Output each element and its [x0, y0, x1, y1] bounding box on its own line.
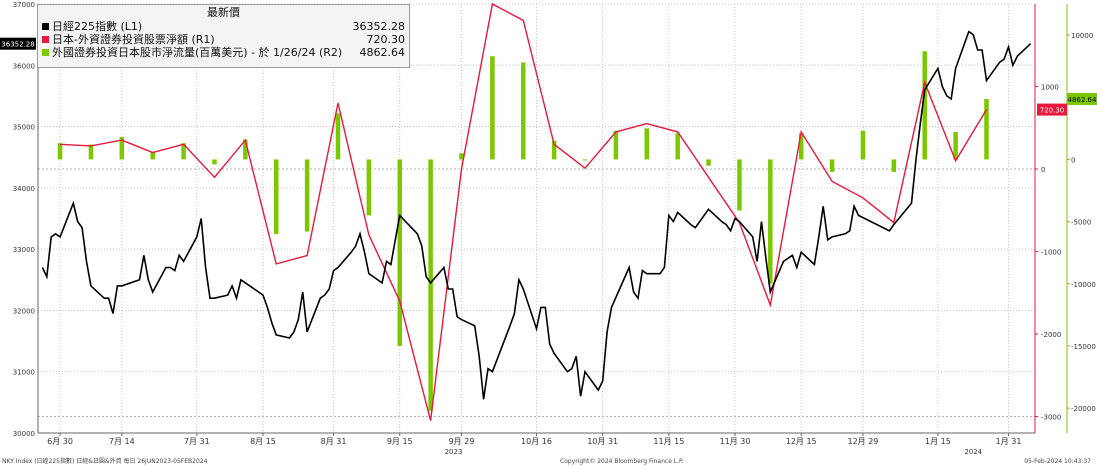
series-lines: [41, 2, 1032, 421]
net-flow-bar-21: [706, 159, 711, 166]
legend-label-net-flow: 外國證券投資日本股市淨流量(百萬美元) - 於 1/26/24 (R2): [52, 46, 343, 59]
legend-swatch-net-buy: [42, 36, 49, 43]
legend-item-nikkei: 日經225指數 (L1) 36352.28: [38, 20, 409, 33]
net-flow-bar-29: [953, 132, 958, 160]
x-tick-label-10: 11月 30: [720, 437, 751, 446]
legend-item-net-buy: 日本-外資證券投資股票淨額 (R1) 720.30: [38, 33, 409, 46]
x-tick-label-0: 6月 30: [47, 437, 73, 446]
net-flow-bar-9: [335, 113, 341, 160]
net-flow-bar-14: [490, 56, 495, 160]
x-tick-label-7: 10月 16: [521, 437, 552, 446]
x-tick-label-5: 9月 15: [387, 437, 413, 446]
net-flow-bar-0: [57, 143, 63, 160]
net-flow-bar-2: [119, 137, 125, 160]
grid-lines: [38, 3, 1035, 434]
legend: 最新價 日經225指數 (L1) 36352.28 日本-外資證券投資股票淨額 …: [37, 4, 410, 68]
net-flow-bar-5: [212, 159, 217, 165]
footer-timestamp: 05-Feb-2024 10:43:37: [1024, 458, 1091, 465]
net-flow-bar-12: [428, 159, 433, 411]
net-flow-bar-6: [243, 139, 248, 160]
r2-tick-label-0: 10000: [1071, 32, 1093, 40]
year-label-2023: 2023: [445, 448, 463, 456]
x-tick-label-4: 8月 31: [321, 437, 347, 446]
left-tick-label-7: 37000: [13, 1, 35, 9]
net-flow-bar-15: [521, 62, 526, 160]
net-flow-bar-30: [984, 98, 989, 160]
net-flow-bar-11: [397, 159, 402, 346]
last-tag-net-flow-bg: [1067, 92, 1097, 105]
r2-tick-label-2: 0: [1071, 156, 1075, 164]
legend-swatch-net-flow: [42, 49, 49, 56]
x-tick-label-12: 12月 29: [847, 437, 878, 446]
x-tick-label-11: 12月 15: [786, 437, 817, 446]
year-label-2024: 2024: [964, 448, 982, 456]
net-flow-bar-25: [829, 159, 835, 172]
net-flow-bars: [57, 51, 989, 411]
net-flow-bar-28: [922, 51, 927, 160]
net-flow-bar-7: [273, 159, 279, 235]
x-tick-label-3: 8月 15: [250, 437, 276, 446]
last-tag-nikkei-bg: [0, 37, 36, 50]
x-tick-label-6: 9月 29: [449, 437, 475, 446]
legend-value-nikkei: 36352.28: [352, 20, 406, 33]
left-tick-label-4: 34000: [13, 185, 35, 193]
last-tag-nikkei: 36352.28: [1, 41, 34, 49]
left-tick-label-6: 36000: [13, 62, 35, 70]
net-flow-bar-20: [675, 133, 680, 160]
net-flow-bar-22: [737, 159, 742, 211]
r2-tick-label-4: -10000: [1071, 281, 1096, 289]
last-tag-net-buy-bg: [1037, 103, 1067, 116]
net-buy-line: [60, 2, 988, 421]
net-flow-bar-4: [181, 143, 186, 160]
last-tag-net-flow: 4862.64: [1068, 96, 1097, 104]
x-tick-label-8: 10月 31: [587, 437, 618, 446]
left-tick-label-5: 35000: [13, 124, 35, 132]
left-tick-label-0: 30000: [13, 430, 35, 438]
legend-swatch-nikkei: [42, 23, 49, 30]
net-flow-bar-17: [582, 159, 588, 161]
footer-source: NKY Index (日經225指數) 日經&日圓&外資 每日 26JUN202…: [2, 458, 208, 465]
footer-copyright: Copyright© 2024 Bloomberg Finance L.P.: [560, 458, 684, 465]
left-tick-label-3: 33000: [13, 246, 35, 254]
legend-item-net-flow: 外國證券投資日本股市淨流量(百萬美元) - 於 1/26/24 (R2) 486…: [38, 46, 409, 59]
axes: 30000 31000 32000 33000 34000 35000 36000 37000…: [13, 1, 1096, 456]
legend-value-net-flow: 4862.64: [359, 46, 406, 59]
r1-tick-label-0: 1000: [1041, 84, 1059, 92]
left-tick-label-1: 31000: [13, 369, 35, 377]
r2-tick-label-5: -15000: [1071, 343, 1096, 351]
net-flow-bar-3: [150, 151, 155, 160]
r1-tick-label-4: -3000: [1041, 414, 1061, 422]
legend-label-nikkei: 日經225指數 (L1): [52, 20, 143, 33]
r1-tick-label-3: -2000: [1041, 331, 1061, 339]
x-tick-label-14: 1月 31: [996, 437, 1022, 446]
legend-title: 最新價: [207, 6, 240, 19]
net-flow-bar-18: [613, 130, 619, 160]
x-tick-label-13: 1月 15: [925, 437, 951, 446]
x-tick-label-9: 11月 15: [653, 437, 684, 446]
net-flow-bar-10: [366, 159, 372, 216]
x-tick-label-2: 7月 31: [184, 437, 210, 446]
nikkei-line: [41, 30, 1032, 400]
net-flow-bar-16: [551, 140, 557, 160]
r2-tick-label-6: -20000: [1071, 405, 1096, 413]
net-flow-bar-19: [644, 128, 650, 160]
net-flow-bar-8: [304, 159, 310, 232]
net-flow-bar-1: [88, 144, 94, 160]
net-flow-bar-24: [798, 133, 804, 160]
last-tag-net-buy: 720.30: [1040, 107, 1065, 115]
r2-tick-label-3: -5000: [1071, 219, 1091, 227]
net-flow-bar-13: [459, 153, 464, 160]
legend-value-net-buy: 720.30: [366, 33, 406, 46]
net-flow-bar-27: [891, 159, 897, 172]
r1-tick-label-2: -1000: [1041, 249, 1061, 257]
net-flow-bar-23: [768, 159, 773, 284]
x-tick-label-1: 7月 14: [109, 437, 135, 446]
legend-label-net-buy: 日本-外資證券投資股票淨額 (R1): [52, 33, 215, 46]
net-flow-bar-26: [860, 130, 866, 160]
left-tick-label-2: 32000: [13, 307, 35, 315]
r1-tick-label-1: 0: [1041, 166, 1045, 174]
